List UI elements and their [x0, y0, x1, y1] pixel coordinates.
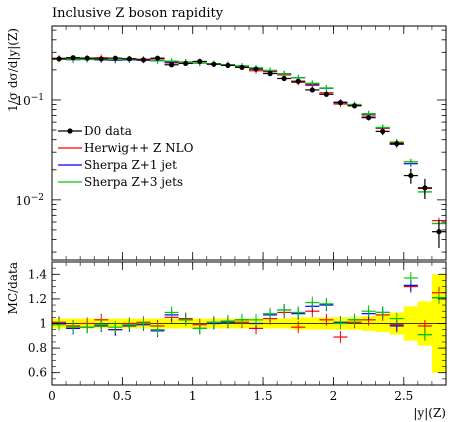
series-d0-data [52, 55, 446, 248]
data-point [112, 55, 118, 61]
x-tick-label: 0 [48, 389, 56, 403]
data-point [154, 55, 161, 61]
data-point [281, 75, 287, 82]
data-point [183, 60, 189, 67]
legend-label: Sherpa Z+3 jets [84, 175, 183, 189]
data-point [56, 56, 62, 62]
x-tick-label: 2 [330, 389, 338, 403]
ratio-y-tick-label: 0.8 [28, 341, 47, 355]
data-point [225, 62, 231, 68]
data-point [366, 115, 372, 121]
series-herwig-z-nlo [52, 54, 446, 224]
legend-label: Herwig++ Z NLO [84, 141, 194, 155]
legend-item-sherpa-z-1-jet: Sherpa Z+1 jet [58, 158, 177, 172]
data-point [211, 61, 217, 67]
ratio-series-herwig-z-nlo [52, 280, 446, 344]
legend: D0 data Herwig++ Z NLO Sherpa Z+1 jet Sherp… [58, 124, 194, 189]
data-point [140, 57, 147, 63]
data-point [126, 56, 132, 62]
ratio-plot-area [52, 271, 447, 373]
data-point [422, 185, 428, 191]
data-point [267, 70, 273, 77]
data-point [84, 55, 90, 61]
data-point [394, 141, 400, 147]
x-tick-label: 2.5 [394, 389, 413, 403]
data-point [408, 172, 414, 179]
ratio-y-tick-label: 1.4 [28, 267, 47, 281]
ratio-y-tick-label: 1 [39, 317, 47, 331]
data-point [253, 66, 259, 72]
main-plot-area [52, 54, 446, 248]
main-y-axis-label: 1/σ dσ/d|y|(Z) [6, 28, 20, 112]
legend-label: D0 data [84, 124, 132, 138]
legend-marker [67, 128, 73, 134]
legend-item-herwig-z-nlo: Herwig++ Z NLO [58, 141, 194, 155]
data-point [309, 87, 315, 93]
ratio-y-axis-label: MC/data [6, 262, 20, 314]
data-point [351, 103, 358, 109]
data-point [436, 229, 442, 235]
data-point [98, 56, 104, 62]
legend-item-d0-data: D0 data [58, 124, 132, 138]
ratio-series-sherpa-z-3-jets [52, 271, 446, 341]
x-tick-label: 1 [189, 389, 197, 403]
y-tick-label: 10−1 [15, 93, 44, 108]
main-y-ticks: 10−1 10−2 [15, 26, 446, 260]
data-point [337, 100, 344, 106]
x-axis-label: |y|(Z) [413, 406, 446, 420]
data-point [197, 58, 203, 65]
ratio-panel: 0.6 0.8 1 1.2 1.4 0 0.5 1 1.5 2 2.5 MC/data |y|(Z) [6, 261, 447, 420]
ratio-ticks: 0.6 0.8 1 1.2 1.4 0 0.5 1 1.5 2 2.5 [28, 262, 446, 403]
main-panel: 10−1 10−2 1/σ dσ/d|y|(Z) D0 data Herwig++ … [6, 25, 447, 261]
data-point [295, 78, 301, 84]
x-tick-label: 1.5 [254, 389, 273, 403]
ratio-y-tick-label: 0.6 [28, 366, 47, 380]
data-point [380, 128, 386, 134]
legend-label: Sherpa Z+1 jet [84, 158, 177, 172]
data-point [323, 91, 329, 97]
chart-title: Inclusive Z boson rapidity [52, 6, 224, 21]
x-tick-label: 0.5 [113, 389, 132, 403]
data-point [70, 55, 76, 61]
data-point [169, 62, 175, 68]
y-tick-label: 10−2 [15, 193, 44, 208]
ratio-y-tick-label: 1.2 [28, 292, 47, 306]
data-point [239, 64, 245, 70]
legend-item-sherpa-z-3-jets: Sherpa Z+3 jets [58, 175, 183, 189]
